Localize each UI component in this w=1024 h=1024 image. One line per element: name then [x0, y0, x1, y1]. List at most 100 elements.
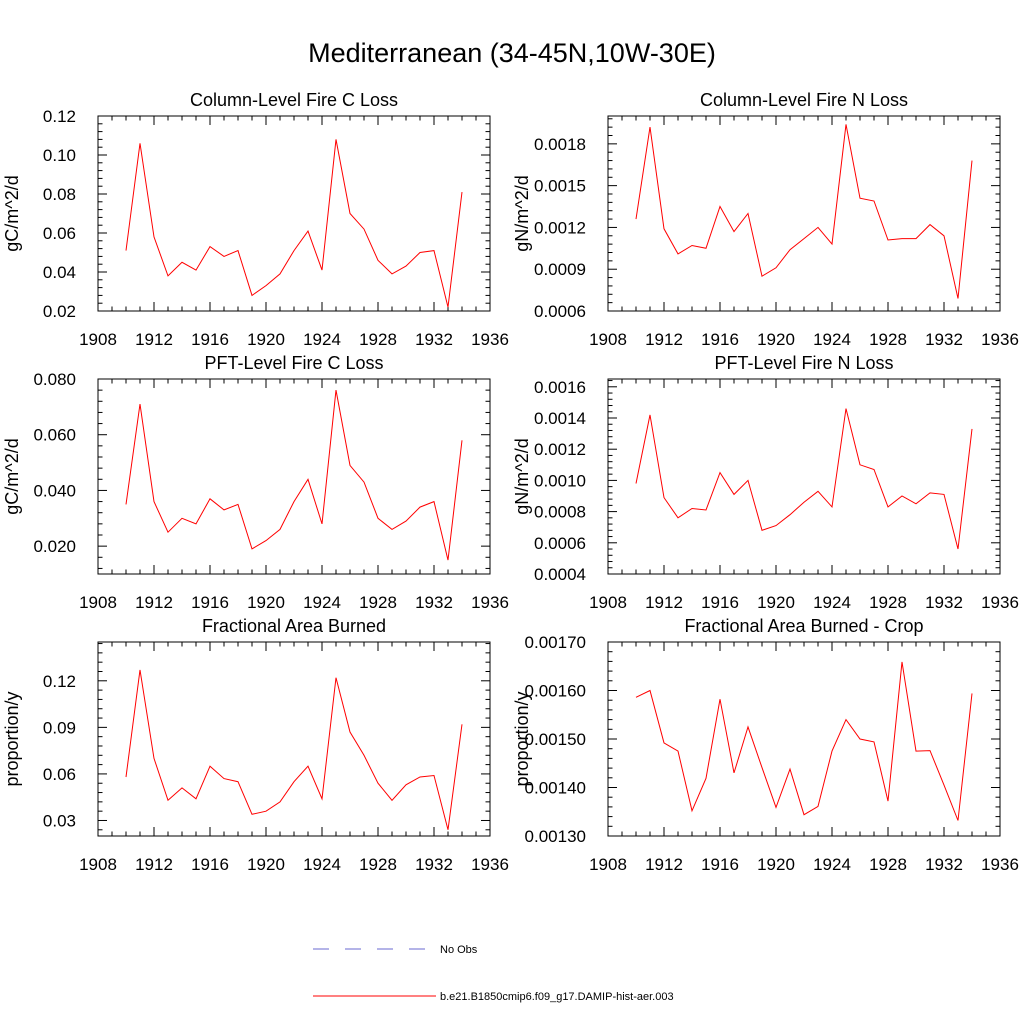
x-tick-label: 1912: [135, 593, 173, 612]
x-tick-label: 1924: [813, 330, 851, 349]
y-tick-label: 0.04: [43, 263, 76, 282]
x-tick-label: 1908: [79, 330, 117, 349]
chart-panel-6: 1908 1912 1916 1920 1924 1928 1932 1936 0.00130 0…: [512, 616, 1019, 874]
y-axis-label: gN/m^2/d: [512, 438, 532, 514]
y-tick-label: 0.0004: [534, 565, 586, 584]
panel-title: Fractional Area Burned: [202, 616, 386, 636]
y-tick-label: 0.0014: [534, 409, 586, 428]
y-tick-label: 0.10: [43, 146, 76, 165]
y-tick-label: 0.06: [43, 765, 76, 784]
plot-frame: [607, 378, 1001, 575]
y-tick-label: 0.0008: [534, 503, 586, 522]
y-tick-label: 0.02: [43, 302, 76, 321]
x-tick-label: 1928: [869, 855, 907, 874]
panel-title: Column-Level Fire N Loss: [700, 90, 908, 110]
x-tick-label: 1916: [701, 330, 739, 349]
y-tick-label: 0.060: [33, 426, 76, 445]
plot-frame: [97, 115, 491, 312]
y-tick-label: 0.00140: [525, 779, 586, 798]
plot-frame: [607, 115, 1001, 312]
y-tick-label: 0.00160: [525, 682, 586, 701]
x-tick-label: 1936: [471, 330, 509, 349]
x-tick-label: 1916: [701, 855, 739, 874]
legend: No Obs b.e21.B1850cmip6.f09_g17.DAMIP-his…: [313, 944, 674, 1003]
y-tick-label: 0.0018: [534, 135, 586, 154]
y-tick-label: 0.12: [43, 672, 76, 691]
x-tick-label: 1936: [981, 330, 1019, 349]
y-tick-label: 0.00150: [525, 730, 586, 749]
panel-title: Fractional Area Burned - Crop: [684, 616, 923, 636]
x-tick-label: 1912: [645, 593, 683, 612]
x-tick-label: 1932: [925, 593, 963, 612]
x-tick-label: 1932: [415, 330, 453, 349]
panel-title: PFT-Level Fire C Loss: [204, 353, 383, 373]
y-axis-label: gC/m^2/d: [2, 438, 22, 514]
y-tick-label: 0.00170: [525, 633, 586, 652]
x-tick-label: 1928: [359, 593, 397, 612]
x-tick-label: 1916: [191, 855, 229, 874]
figure-title: Mediterranean (34-45N,10W-30E): [308, 38, 716, 68]
y-tick-label: 0.020: [33, 537, 76, 556]
x-tick-label: 1912: [135, 855, 173, 874]
x-tick-label: 1908: [589, 330, 627, 349]
series-line: [125, 139, 463, 308]
y-tick-label: 0.12: [43, 107, 76, 126]
y-axis-label: proportion/y: [2, 691, 22, 786]
y-tick-label: 0.0016: [534, 378, 586, 397]
x-tick-label: 1916: [701, 593, 739, 612]
x-tick-label: 1920: [757, 330, 795, 349]
y-tick-label: 0.00130: [525, 827, 586, 846]
y-tick-label: 0.040: [33, 481, 76, 500]
x-tick-label: 1932: [415, 593, 453, 612]
x-tick-label: 1908: [79, 593, 117, 612]
x-tick-label: 1908: [589, 855, 627, 874]
chart-panel-2: 1908 1912 1916 1920 1924 1928 1932 1936 0.0006 0.…: [512, 90, 1019, 349]
chart-panel-3: 1908 1912 1916 1920 1924 1928 1932 1936 0.020 0.0…: [2, 353, 509, 612]
y-tick-label: 0.080: [33, 370, 76, 389]
chart-panel-4: 1908 1912 1916 1920 1924 1928 1932 1936 0.0004 0.…: [512, 353, 1019, 612]
y-axis-label: proportion/y: [512, 691, 532, 786]
x-tick-label: 1928: [869, 330, 907, 349]
y-tick-label: 0.09: [43, 718, 76, 737]
x-tick-label: 1928: [869, 593, 907, 612]
y-tick-label: 0.0009: [534, 260, 586, 279]
x-tick-label: 1920: [247, 593, 285, 612]
series-line: [635, 661, 973, 821]
y-tick-label: 0.0012: [534, 218, 586, 237]
x-tick-label: 1908: [589, 593, 627, 612]
x-tick-label: 1932: [925, 855, 963, 874]
x-tick-label: 1916: [191, 330, 229, 349]
series-line: [635, 124, 973, 299]
x-tick-label: 1912: [135, 330, 173, 349]
x-tick-label: 1936: [471, 855, 509, 874]
chart-panel-1: 1908 1912 1916 1920 1924 1928 1932 1936 0.02 0.04…: [2, 90, 509, 349]
legend-label-model: b.e21.B1850cmip6.f09_g17.DAMIP-hist-aer.…: [440, 991, 674, 1003]
series-line: [125, 669, 463, 830]
x-tick-label: 1916: [191, 593, 229, 612]
y-tick-label: 0.03: [43, 811, 76, 830]
x-tick-label: 1912: [645, 330, 683, 349]
x-tick-label: 1924: [813, 855, 851, 874]
x-tick-label: 1924: [303, 330, 341, 349]
x-tick-label: 1928: [359, 855, 397, 874]
y-tick-label: 0.0012: [534, 440, 586, 459]
x-tick-label: 1908: [79, 855, 117, 874]
series-line: [635, 408, 973, 550]
x-tick-label: 1924: [303, 855, 341, 874]
x-tick-label: 1936: [471, 593, 509, 612]
y-tick-label: 0.0010: [534, 471, 586, 490]
x-tick-label: 1920: [247, 330, 285, 349]
y-tick-label: 0.0006: [534, 302, 586, 321]
plot-frame: [97, 641, 491, 837]
x-tick-label: 1932: [415, 855, 453, 874]
x-tick-label: 1920: [247, 855, 285, 874]
x-tick-label: 1920: [757, 593, 795, 612]
series-line: [125, 390, 463, 561]
x-tick-label: 1912: [645, 855, 683, 874]
x-tick-label: 1936: [981, 855, 1019, 874]
y-tick-label: 0.06: [43, 224, 76, 243]
plot-frame: [607, 641, 1001, 837]
y-axis-label: gC/m^2/d: [2, 175, 22, 251]
x-tick-label: 1928: [359, 330, 397, 349]
